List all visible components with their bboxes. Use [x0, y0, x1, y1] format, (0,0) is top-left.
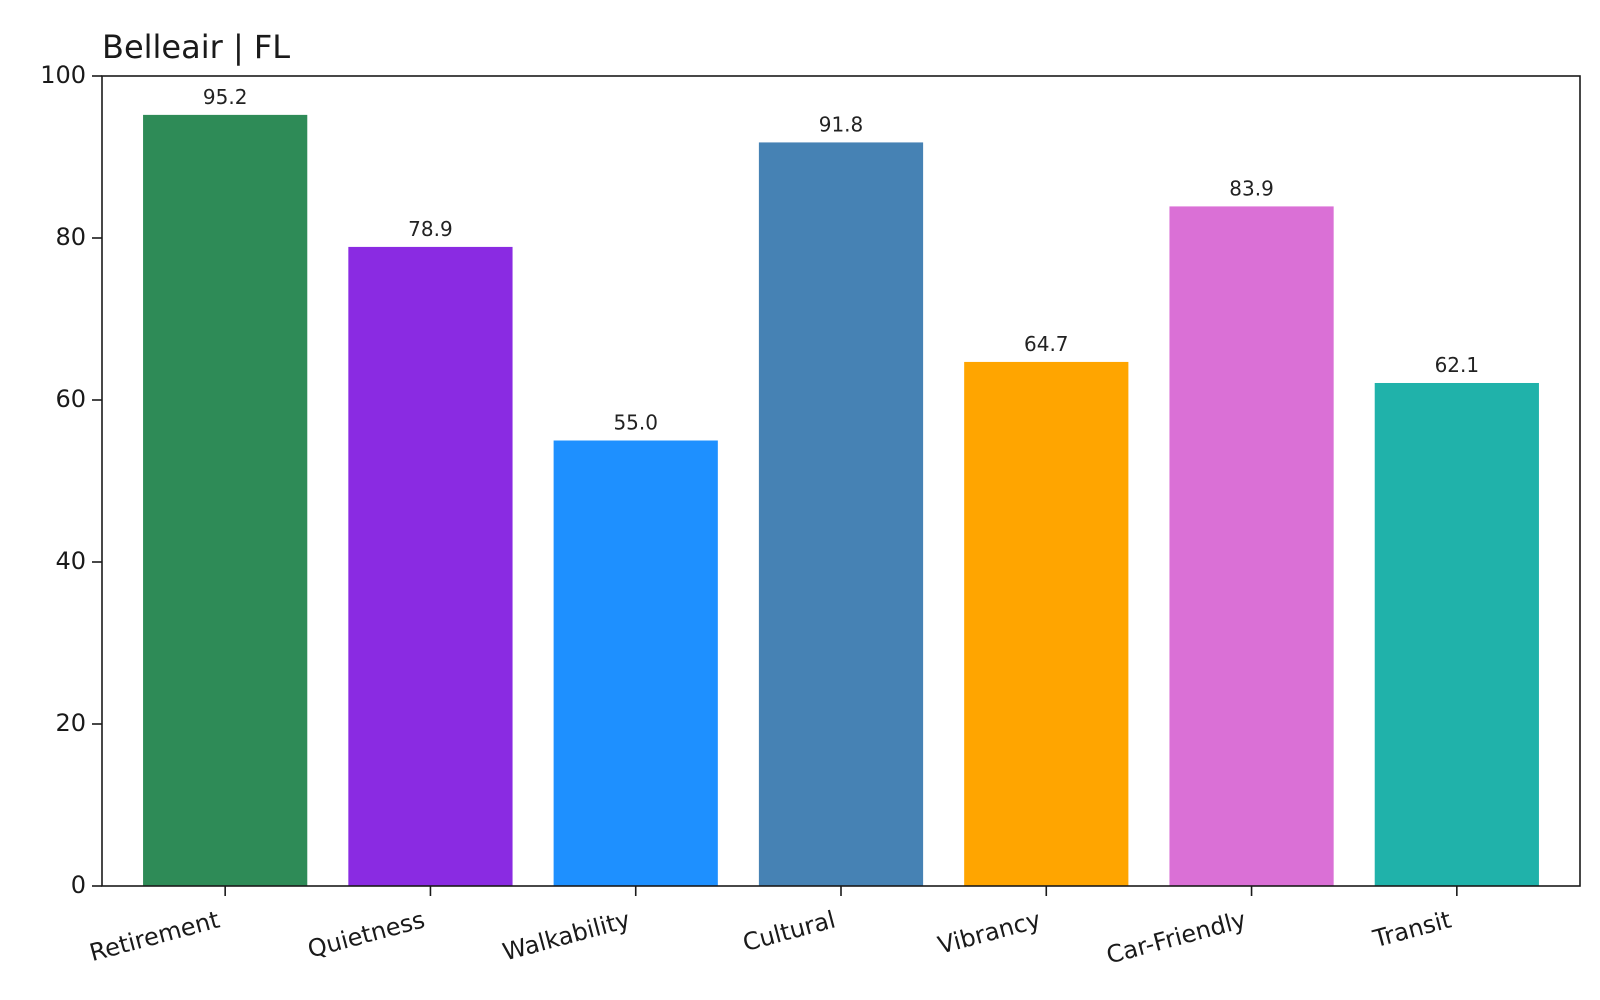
bar-transit: [1374, 382, 1539, 886]
bar-value-label: 55.0: [613, 411, 658, 435]
bar-value-label: 64.7: [1024, 332, 1069, 356]
x-tick-label: Vibrancy: [935, 906, 1044, 960]
x-tick-label: Walkability: [500, 906, 633, 967]
y-axis: 0 20 40 60 80 100: [40, 61, 102, 899]
bar-retirement: [143, 114, 308, 886]
bar-value-label: 83.9: [1229, 176, 1274, 200]
x-tick-label: Retirement: [87, 906, 223, 968]
chart-title: Belleair | FL: [102, 28, 290, 66]
bar-walkability: [553, 440, 718, 886]
bars-group: [143, 114, 1539, 887]
bar-value-label: 78.9: [408, 217, 453, 241]
y-tick-label: 100: [40, 61, 86, 89]
bar-value-label: 91.8: [819, 112, 864, 136]
bar-car-friendly: [1169, 206, 1334, 886]
bar-cultural: [758, 142, 924, 887]
x-tick-label: Car-Friendly: [1103, 906, 1249, 970]
bar-quietness: [348, 246, 513, 886]
x-axis: Retirement Quietness Walkability Cultural Vi…: [87, 886, 1458, 970]
value-labels-group: 95.2 78.9 55.0 91.8 64.7 83.9 62.1: [203, 85, 1479, 435]
bar-value-label: 62.1: [1435, 353, 1480, 377]
y-tick-label: 0: [71, 871, 86, 899]
y-tick-label: 80: [55, 223, 86, 251]
y-tick-label: 60: [55, 385, 86, 413]
x-tick-label: Quietness: [305, 906, 428, 964]
bar-value-label: 95.2: [203, 85, 248, 109]
bar-vibrancy: [964, 361, 1129, 886]
x-tick-label: Cultural: [740, 906, 839, 958]
y-tick-label: 40: [55, 547, 86, 575]
y-tick-label: 20: [55, 709, 86, 737]
x-tick-label: Transit: [1369, 906, 1454, 954]
